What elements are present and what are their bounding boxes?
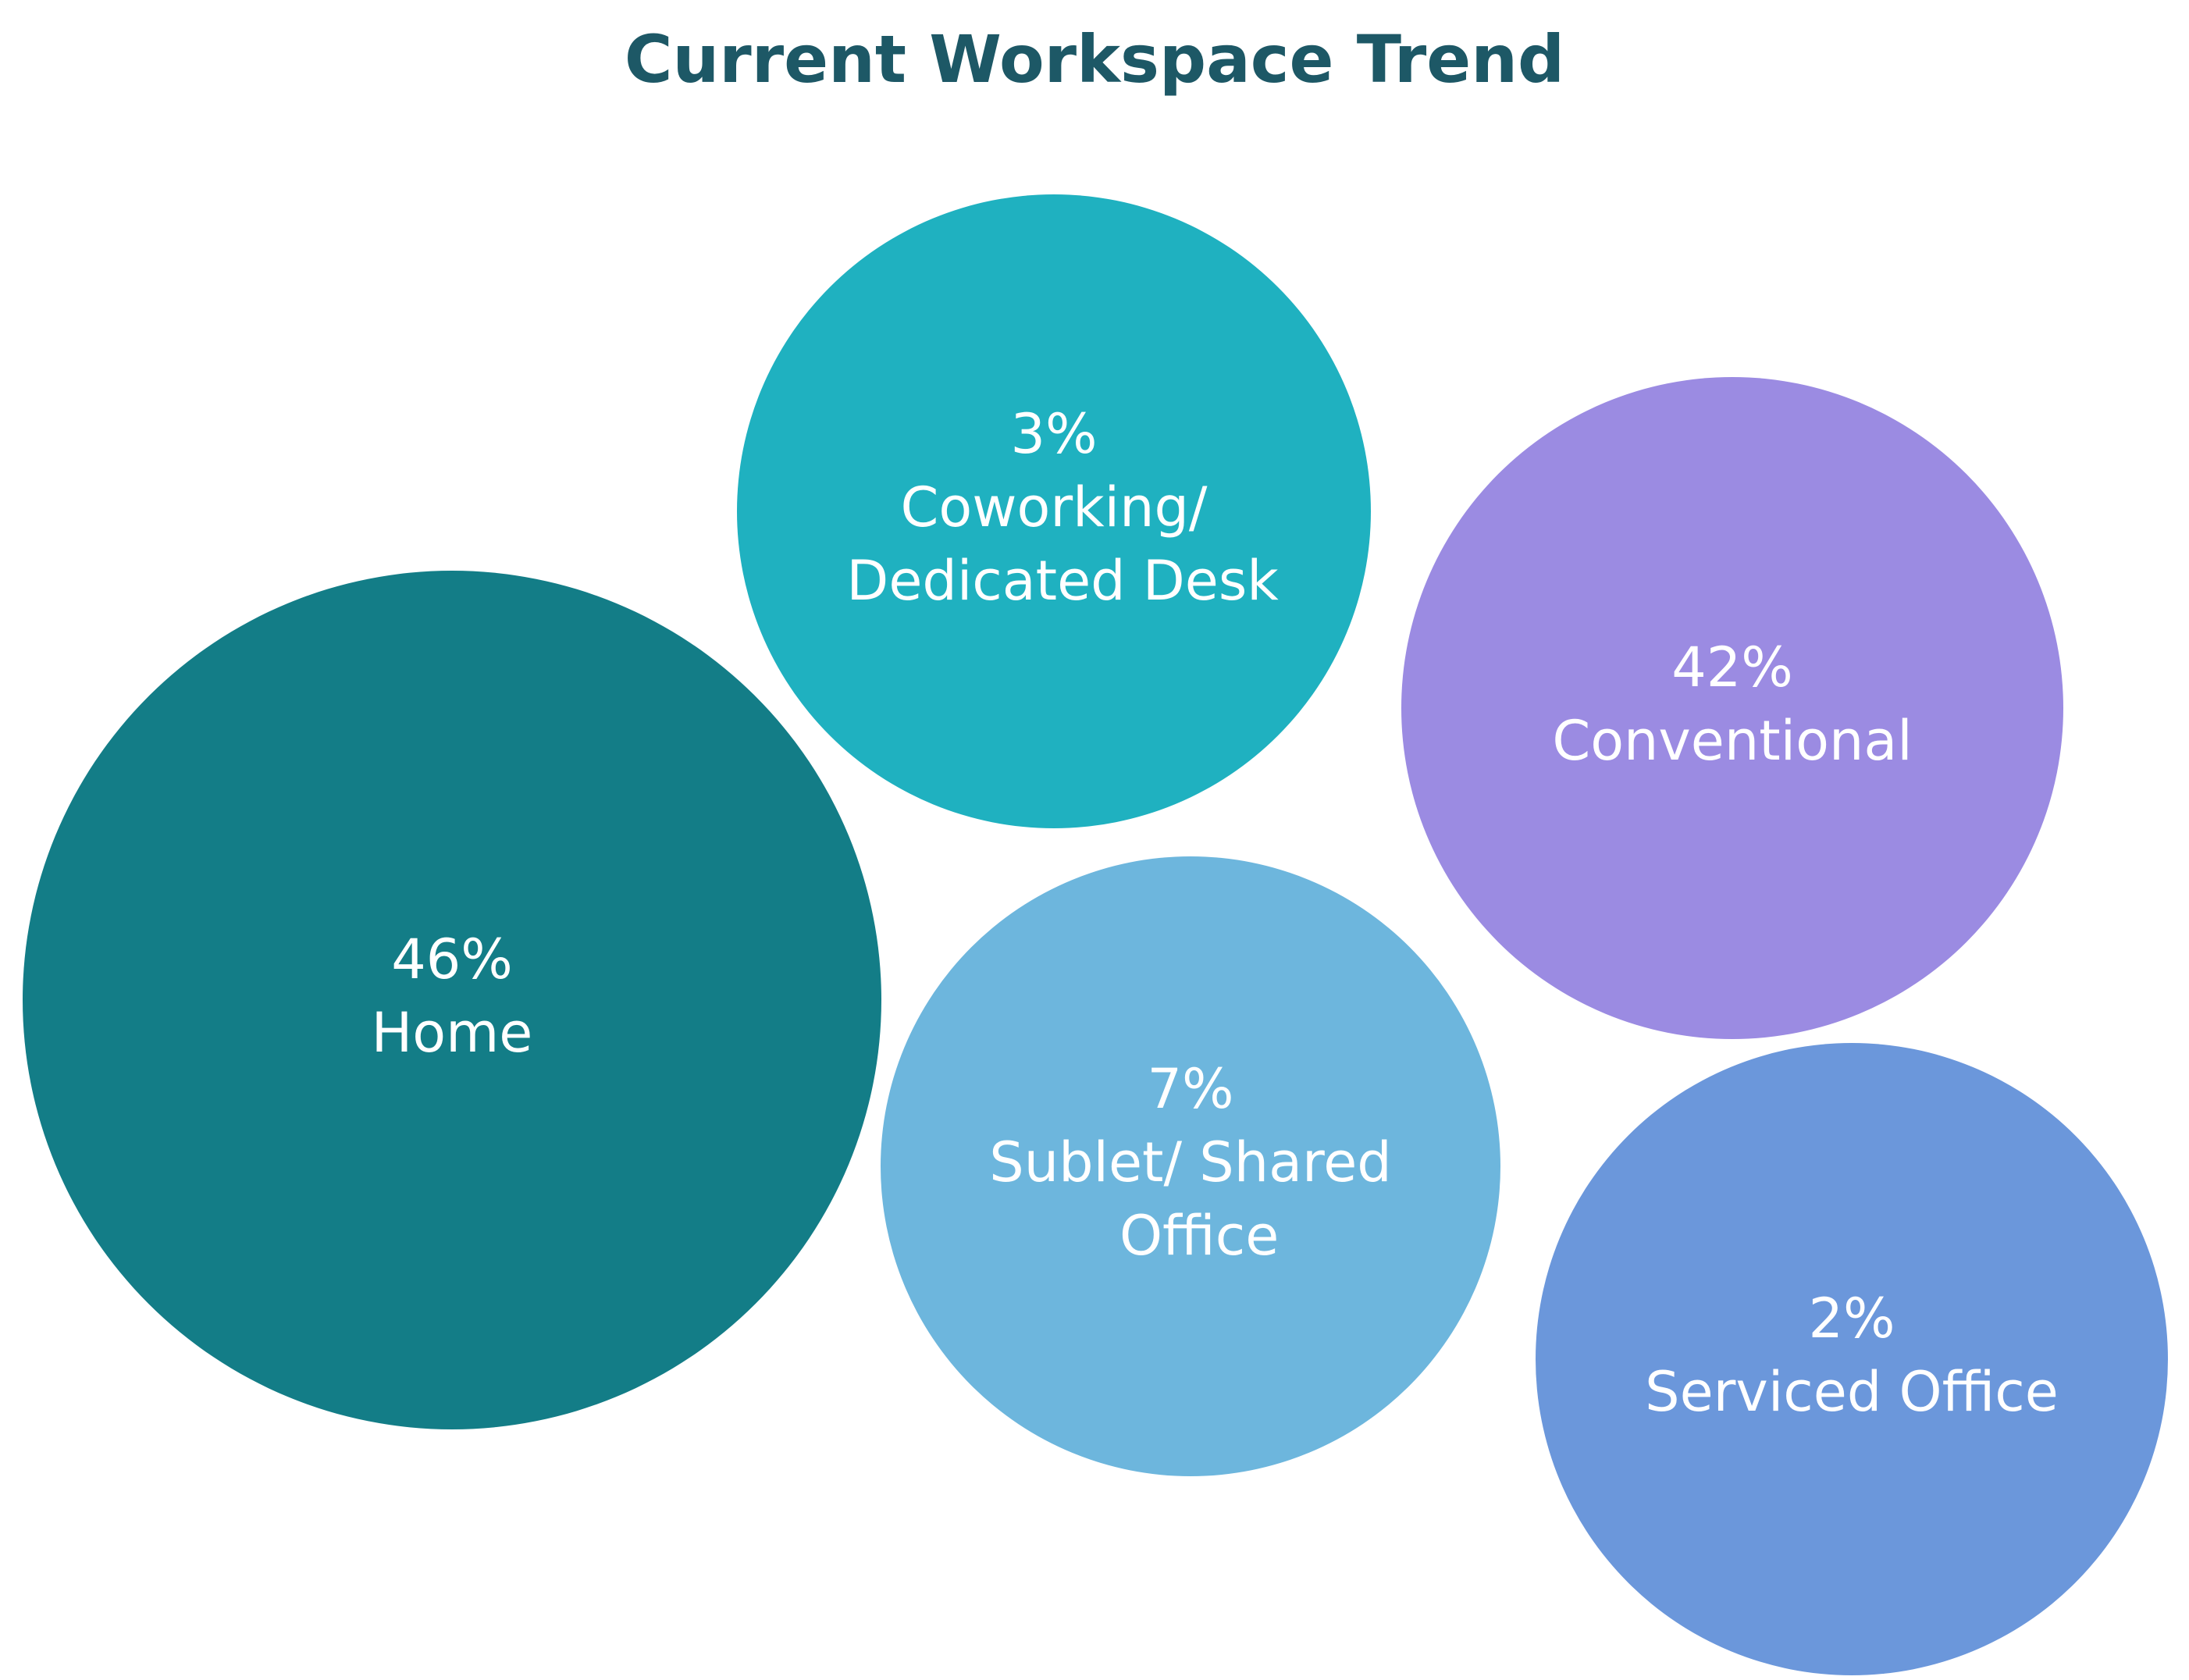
bubble bbox=[1401, 377, 2063, 1039]
category-label: Home bbox=[372, 1001, 533, 1065]
category-line: Coworking/ bbox=[901, 475, 1208, 539]
bubble bbox=[1536, 1043, 2168, 1675]
category-label: Sublet/ Shared Office bbox=[989, 1130, 1391, 1268]
category-line: Home bbox=[372, 1001, 533, 1065]
category-label: Conventional bbox=[1552, 709, 1912, 773]
chart-title: Current Workspace Trend bbox=[625, 21, 1564, 98]
value-label: 3% bbox=[1010, 402, 1097, 466]
bubble bbox=[881, 856, 1500, 1476]
category-line: Sublet/ Shared bbox=[989, 1130, 1391, 1194]
category-label: Serviced Office bbox=[1645, 1360, 2059, 1424]
category-label: Coworking/ Dedicated Desk bbox=[829, 475, 1279, 613]
category-line: Conventional bbox=[1552, 709, 1912, 773]
value-label: 2% bbox=[1808, 1287, 1895, 1351]
value-label: 7% bbox=[1147, 1057, 1233, 1121]
bubble bbox=[737, 194, 1371, 828]
category-line: Serviced Office bbox=[1645, 1360, 2059, 1424]
category-line: Office bbox=[1102, 1204, 1280, 1268]
category-line: Dedicated Desk bbox=[829, 549, 1279, 613]
value-label: 46% bbox=[391, 927, 513, 991]
bubble bbox=[23, 571, 881, 1429]
value-label: 42% bbox=[1671, 635, 1793, 699]
